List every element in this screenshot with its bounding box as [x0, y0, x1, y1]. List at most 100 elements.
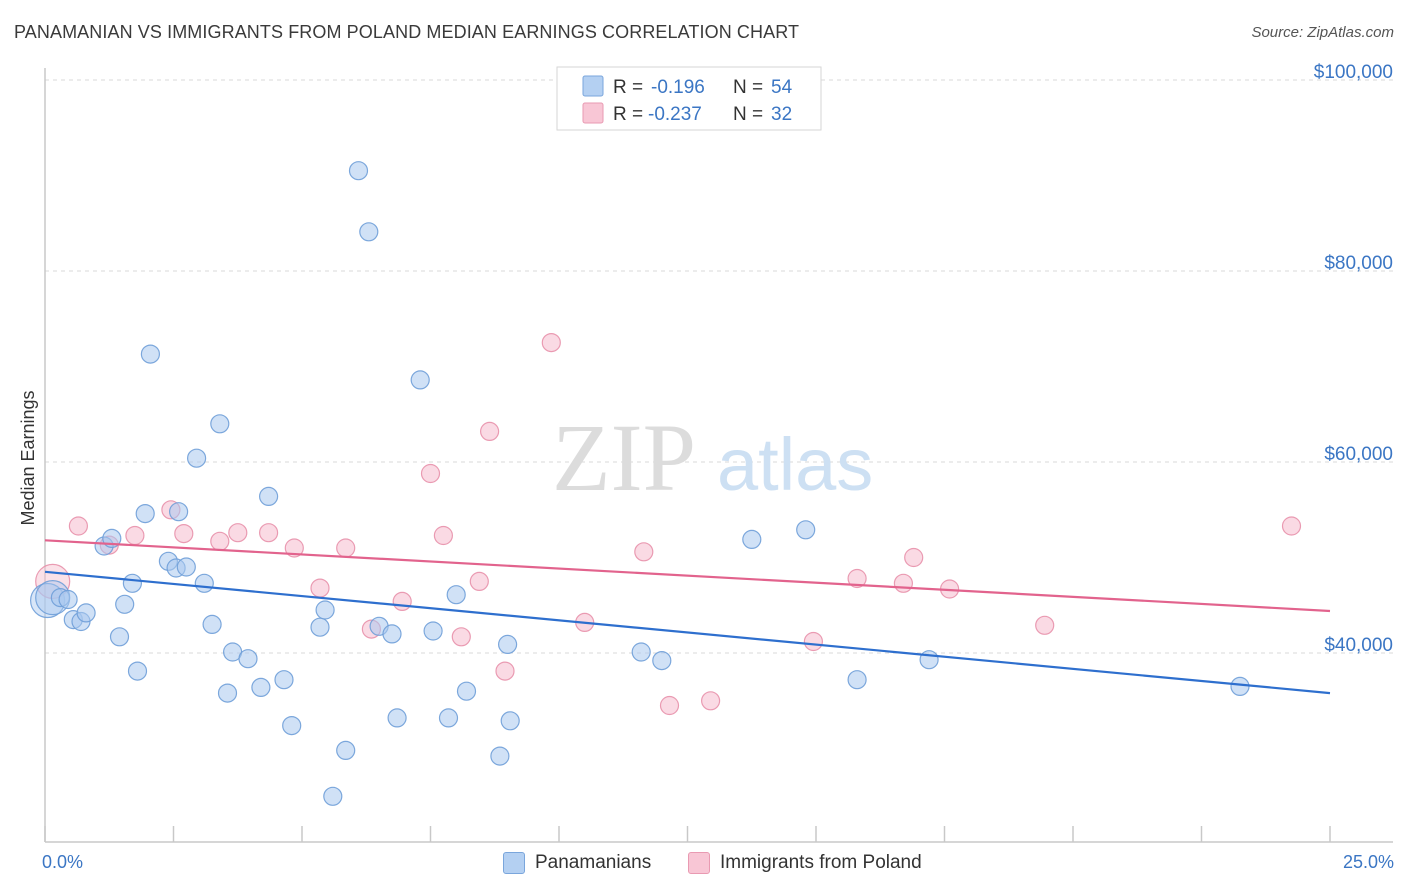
trend-line-panamanians	[44, 570, 1331, 695]
data-point	[310, 617, 330, 637]
data-point	[58, 589, 78, 610]
data-point	[1230, 676, 1250, 697]
data-point	[490, 746, 510, 766]
y-tick-label: $100,000	[1314, 62, 1393, 83]
legend-item-panamanians[interactable]: Panamanians	[503, 852, 651, 874]
data-point	[140, 344, 160, 364]
data-point	[456, 681, 477, 701]
data-point	[109, 627, 130, 647]
legend-r-label-1: R =	[613, 77, 643, 98]
data-point	[310, 578, 330, 598]
data-point	[122, 573, 142, 593]
legend-n-label-1: N =	[733, 77, 763, 98]
data-point	[282, 715, 302, 736]
data-point	[420, 463, 441, 484]
trend-line-poland	[44, 539, 1331, 613]
watermark: ZIP atlas	[552, 404, 873, 511]
data-point	[76, 603, 96, 623]
data-point	[176, 557, 196, 577]
data-point	[259, 486, 279, 506]
y-tick-label: $60,000	[1324, 444, 1393, 465]
data-point	[500, 711, 520, 731]
data-point	[742, 529, 762, 550]
data-point	[210, 414, 230, 434]
data-point	[498, 634, 518, 655]
data-point	[480, 421, 500, 441]
legend-swatch-blue	[582, 75, 604, 97]
data-point	[194, 573, 214, 593]
series-immigrants-from-poland	[35, 333, 1302, 716]
legend-label-panamanians: Panamanians	[535, 852, 652, 873]
legend-r-label-2: R =	[613, 104, 643, 125]
legend-item-poland[interactable]: Immigrants from Poland	[688, 852, 922, 874]
data-point	[847, 568, 867, 589]
data-point	[127, 661, 148, 681]
y-axis-label: Median Earnings	[18, 390, 38, 525]
data-point	[631, 642, 651, 662]
data-point	[238, 649, 258, 669]
data-point	[284, 538, 304, 558]
data-point	[410, 370, 430, 390]
source-label: Source: ZipAtlas.com	[1251, 24, 1394, 41]
data-point	[115, 594, 135, 614]
data-point	[382, 624, 402, 644]
y-tick-label: $80,000	[1324, 253, 1393, 274]
data-point	[803, 631, 824, 652]
series-panamanians	[29, 161, 1250, 806]
data-point	[433, 525, 453, 546]
data-point	[469, 571, 489, 592]
data-point	[359, 222, 379, 242]
data-point	[1035, 615, 1055, 635]
data-point	[348, 161, 369, 181]
x-tick-label-max: 25.0%	[1342, 852, 1394, 872]
legend-top: R = -0.196 N = 54 R = -0.237 N = 32	[556, 66, 822, 131]
grid-layer	[45, 79, 1395, 654]
data-point	[541, 333, 561, 353]
legend-n-value-1: 54	[771, 77, 793, 98]
data-point	[174, 523, 194, 544]
data-point	[323, 786, 343, 806]
data-point	[251, 677, 271, 698]
data-point	[259, 523, 279, 543]
data-point	[187, 448, 207, 468]
axis-layer: $40,000 $60,000 $80,000 $100,000	[44, 62, 1393, 843]
data-point	[634, 542, 654, 562]
data-point	[446, 585, 466, 605]
legend-swatch-pink	[582, 102, 604, 124]
data-point	[451, 627, 471, 647]
data-point	[125, 525, 145, 546]
data-point	[392, 591, 412, 612]
legend-swatch-panamanians	[503, 852, 525, 874]
data-point	[438, 708, 459, 728]
data-point	[893, 573, 914, 593]
legend-label-poland: Immigrants from Poland	[720, 852, 922, 873]
trend-lines	[44, 539, 1331, 695]
data-point	[274, 670, 294, 690]
data-point	[169, 502, 189, 522]
data-point	[904, 547, 924, 568]
data-point	[659, 695, 680, 716]
data-point	[1281, 516, 1302, 536]
chart-title: PANAMANIAN VS IMMIGRANTS FROM POLAND MED…	[14, 22, 800, 42]
watermark-atlas: atlas	[717, 423, 873, 506]
legend-n-label-2: N =	[733, 104, 763, 125]
data-point	[387, 708, 407, 728]
data-point	[423, 621, 443, 641]
legend-n-value-2: 32	[771, 104, 792, 125]
data-point	[68, 516, 89, 536]
x-tick-label-min: 0.0%	[42, 852, 84, 872]
legend-bottom: Panamanians Immigrants from Poland	[0, 852, 1406, 878]
data-point	[495, 661, 515, 681]
data-point	[228, 523, 248, 543]
data-point	[210, 531, 230, 551]
data-point	[652, 650, 672, 671]
data-point	[336, 538, 356, 558]
data-point	[700, 691, 721, 711]
data-point	[796, 520, 816, 540]
data-point	[202, 614, 222, 635]
data-point	[217, 683, 238, 703]
data-point	[919, 650, 939, 670]
legend-r-value-2: -0.237	[648, 104, 702, 125]
data-point	[315, 600, 335, 620]
